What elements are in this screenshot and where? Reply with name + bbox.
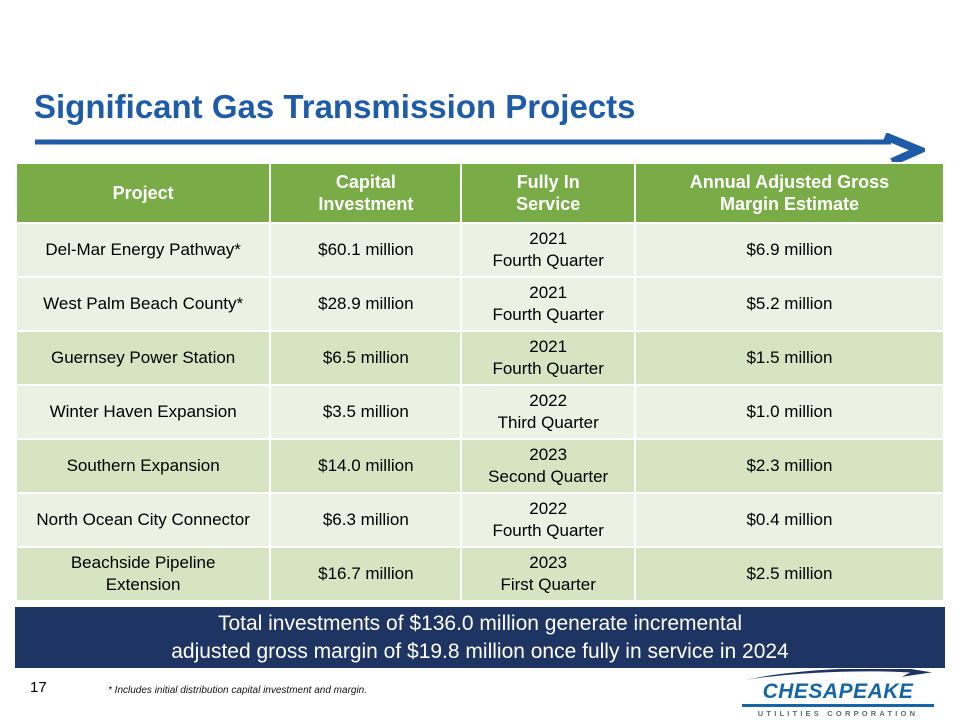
table-row: West Palm Beach County* $28.9 million 20… bbox=[14, 276, 946, 332]
summary-line-1: Total investments of $136.0 million gene… bbox=[217, 611, 743, 635]
table-header-row: Project Capital Investment Fully In Serv… bbox=[14, 162, 946, 224]
cell-service: 2021 Fourth Quarter bbox=[460, 276, 636, 332]
summary-line-2: adjusted gross margin of $19.8 million o… bbox=[171, 639, 789, 663]
column-header-margin-estimate: Annual Adjusted Gross Margin Estimate bbox=[633, 162, 946, 224]
cell-project: Southern Expansion bbox=[14, 438, 272, 494]
footnote: * Includes initial distribution capital … bbox=[108, 685, 368, 696]
column-header-capital-investment: Capital Investment bbox=[269, 162, 463, 224]
page-title: Significant Gas Transmission Projects bbox=[34, 88, 636, 125]
page-number: 17 bbox=[30, 679, 47, 696]
cell-service: 2022 Fourth Quarter bbox=[460, 492, 636, 548]
cell-margin: $1.0 million bbox=[633, 384, 946, 440]
cell-service: 2023 First Quarter bbox=[460, 546, 636, 602]
summary-band: Total investments of $136.0 million gene… bbox=[15, 607, 945, 668]
cell-service: 2022 Third Quarter bbox=[460, 384, 636, 440]
cell-service: 2021 Fourth Quarter bbox=[460, 222, 636, 278]
cell-margin: $6.9 million bbox=[633, 222, 946, 278]
column-header-fully-in-service: Fully In Service bbox=[460, 162, 636, 224]
cell-project: Beachside Pipeline Extension bbox=[14, 546, 272, 602]
cell-capital: $6.3 million bbox=[269, 492, 463, 548]
table-row: Guernsey Power Station $6.5 million 2021… bbox=[14, 330, 946, 386]
column-header-project: Project bbox=[14, 162, 272, 224]
title-underline-arrow-icon bbox=[35, 133, 925, 163]
cell-capital: $28.9 million bbox=[269, 276, 463, 332]
table-row: Southern Expansion $14.0 million 2023 Se… bbox=[14, 438, 946, 494]
cell-service: 2021 Fourth Quarter bbox=[460, 330, 636, 386]
cell-capital: $6.5 million bbox=[269, 330, 463, 386]
cell-capital: $16.7 million bbox=[269, 546, 463, 602]
logo-swoosh-icon bbox=[744, 669, 932, 681]
cell-project: North Ocean City Connector bbox=[14, 492, 272, 548]
table-row: Winter Haven Expansion $3.5 million 2022… bbox=[14, 384, 946, 440]
cell-margin: $2.5 million bbox=[633, 546, 946, 602]
cell-project: Del-Mar Energy Pathway* bbox=[14, 222, 272, 278]
cell-capital: $14.0 million bbox=[269, 438, 463, 494]
cell-service: 2023 Second Quarter bbox=[460, 438, 636, 494]
chesapeake-logo: CHESAPEAKE UTILITIES CORPORATION bbox=[742, 669, 934, 718]
cell-project: West Palm Beach County* bbox=[14, 276, 272, 332]
cell-margin: $1.5 million bbox=[633, 330, 946, 386]
cell-capital: $3.5 million bbox=[269, 384, 463, 440]
cell-capital: $60.1 million bbox=[269, 222, 463, 278]
table-row: Del-Mar Energy Pathway* $60.1 million 20… bbox=[14, 222, 946, 278]
projects-table: Project Capital Investment Fully In Serv… bbox=[14, 162, 946, 602]
cell-margin: $5.2 million bbox=[633, 276, 946, 332]
cell-project: Winter Haven Expansion bbox=[14, 384, 272, 440]
cell-margin: $0.4 million bbox=[633, 492, 946, 548]
logo-name: CHESAPEAKE bbox=[742, 681, 934, 707]
cell-margin: $2.3 million bbox=[633, 438, 946, 494]
table-row: North Ocean City Connector $6.3 million … bbox=[14, 492, 946, 548]
table-row: Beachside Pipeline Extension $16.7 milli… bbox=[14, 546, 946, 602]
cell-project: Guernsey Power Station bbox=[14, 330, 272, 386]
logo-subtitle: UTILITIES CORPORATION bbox=[757, 709, 919, 718]
